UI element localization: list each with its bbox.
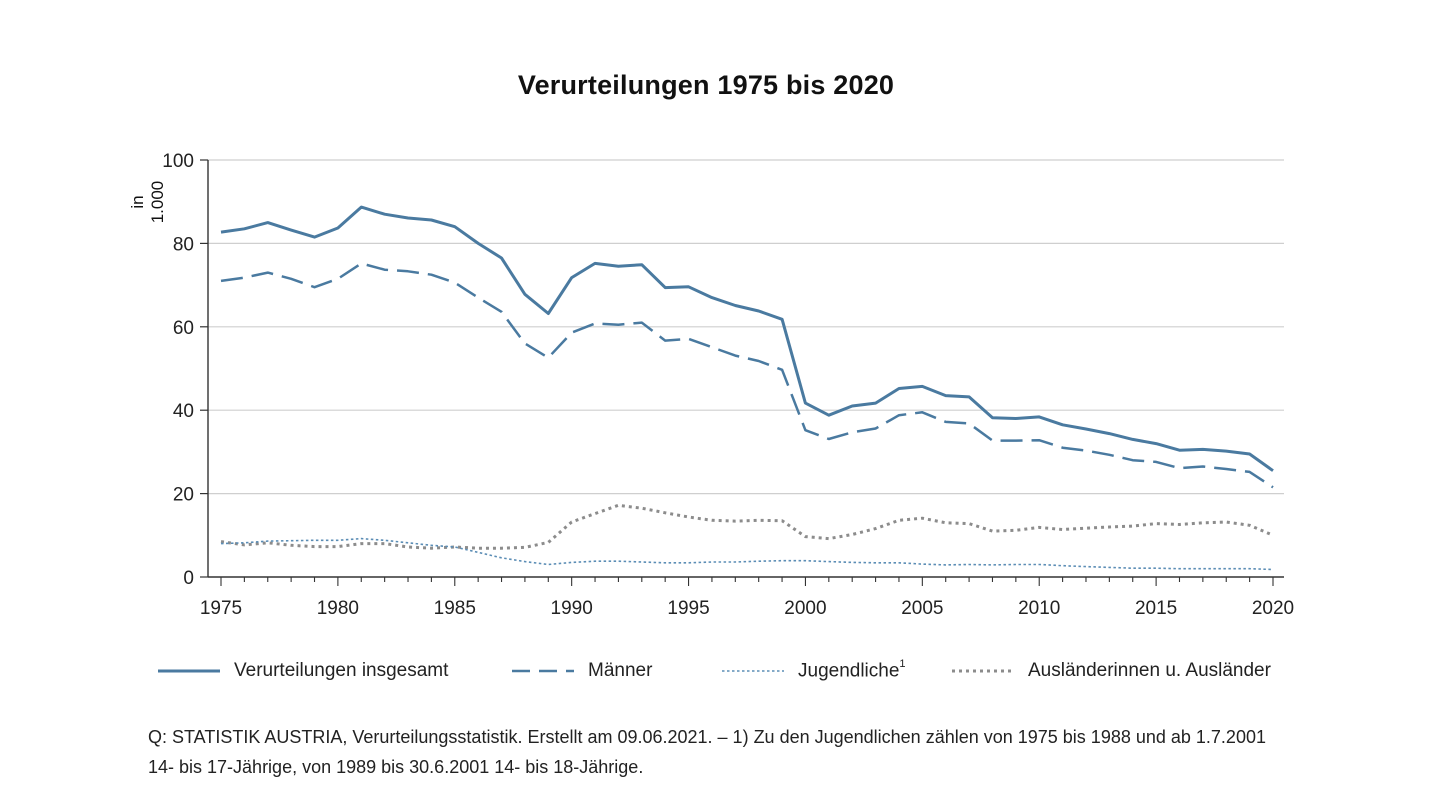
gridlines [208,159,1284,495]
series-line-ausländerinnen-u-ausländer [220,503,1274,550]
x-tick-label-2005: 2005 [901,598,943,619]
legend: Verurteilungen insgesamt Männer Jugendli… [0,656,1440,686]
y-tick-label-40: 40 [173,401,194,422]
source-note: Q: STATISTIK AUSTRIA, Verurteilungsstati… [148,722,1318,782]
legend-swatch-solid-icon [158,669,220,673]
legend-label-youth: Jugendliche1 [798,657,906,682]
x-tick-label-2010: 2010 [1018,598,1060,619]
y-tick-label-60: 60 [173,318,194,339]
chart-title: Verurteilungen 1975 bis 2020 [517,70,895,100]
x-tick-label-1990: 1990 [551,598,593,619]
y-tick-label-0: 0 [183,568,194,589]
y-tick-label-80: 80 [173,234,194,255]
x-tick-label-2020: 2020 [1252,598,1294,619]
legend-label-foreigners: Ausländerinnen u. Ausländer [1028,660,1271,681]
legend-label-total: Verurteilungen insgesamt [234,660,449,681]
legend-item-men: Männer [512,656,652,686]
legend-item-foreigners: Ausländerinnen u. Ausländer [952,656,1271,686]
legend-swatch-bold-dotted-icon [952,669,1014,673]
series-line-verurteilungen-insgesamt [220,205,1274,472]
series-group [220,205,1274,571]
x-tick-label-2000: 2000 [784,598,826,619]
y-tick-label-100: 100 [162,151,194,172]
y-tick-label-20: 20 [173,485,194,506]
x-tick-label-1980: 1980 [317,598,359,619]
legend-item-total: Verurteilungen insgesamt [158,656,448,686]
legend-swatch-fine-dotted-icon [722,670,784,672]
x-tick-label-2015: 2015 [1135,598,1177,619]
axes: 0 20 40 60 80 100 1975 1980 1985 1990 1995 2000 2005… [162,151,1294,619]
legend-label-men: Männer [588,660,653,681]
legend-swatch-dashed-icon [512,669,574,673]
footnote-marker: 1 [899,657,906,670]
series-line-männer [220,262,1274,489]
x-tick-label-1985: 1985 [434,598,476,619]
x-tick-label-1995: 1995 [667,598,709,619]
source-note-line-2: 14- bis 17-Jährige, von 1989 bis 30.6.20… [148,757,644,777]
source-note-line-1: Q: STATISTIK AUSTRIA, Verurteilungsstati… [148,727,1266,747]
series-line-jugendliche [220,537,1274,571]
x-tick-label-1975: 1975 [200,598,242,619]
legend-item-youth: Jugendliche1 [722,656,906,686]
